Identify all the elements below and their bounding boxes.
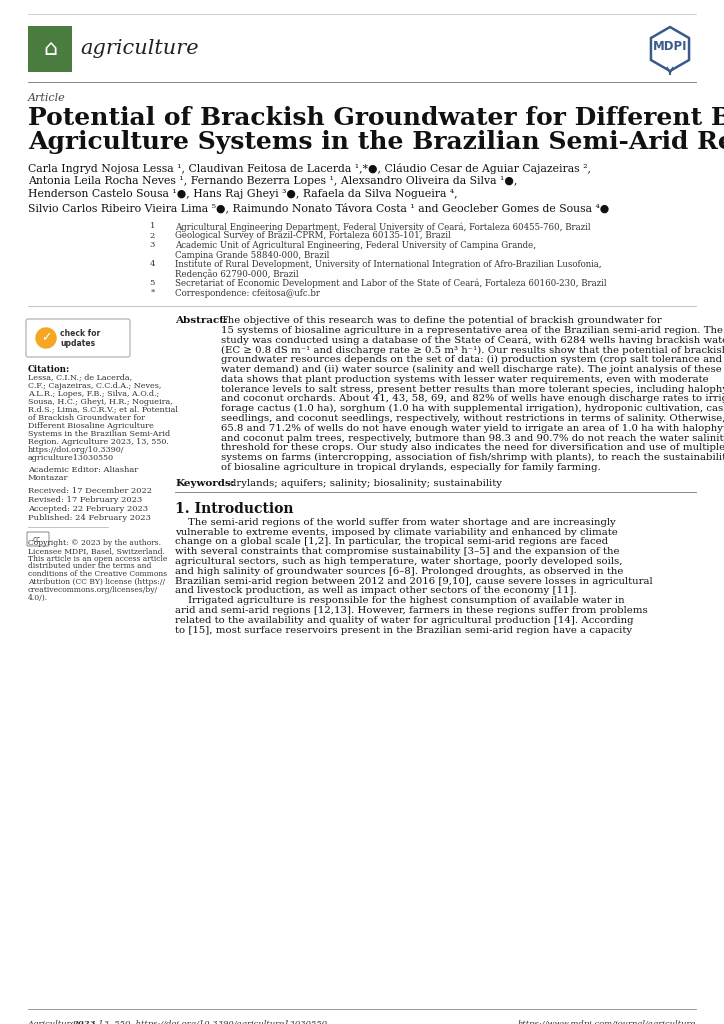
Text: updates: updates [60, 339, 95, 347]
Text: Agriculture: Agriculture [28, 1020, 79, 1024]
Text: Irrigated agriculture is responsible for the highest consumption of available wa: Irrigated agriculture is responsible for… [175, 596, 625, 605]
Text: 3: 3 [150, 241, 155, 249]
Text: Correspondence: cfeitosa@ufc.br: Correspondence: cfeitosa@ufc.br [175, 289, 320, 298]
Text: and coconut orchards. About 41, 43, 58, 69, and 82% of wells have enough dischar: and coconut orchards. About 41, 43, 58, … [221, 394, 724, 403]
Text: study was conducted using a database of the State of Ceará, with 6284 wells havi: study was conducted using a database of … [221, 336, 724, 345]
Text: (EC ≥ 0.8 dS m⁻¹ and discharge rate ≥ 0.5 m³ h⁻¹). Our results show that the pot: (EC ≥ 0.8 dS m⁻¹ and discharge rate ≥ 0.… [221, 345, 724, 354]
Text: agriculture13030550: agriculture13030550 [28, 454, 114, 462]
Text: check for: check for [60, 330, 100, 339]
Text: groundwater resources depends on the set of data: (i) production system (crop sa: groundwater resources depends on the set… [221, 355, 722, 365]
Text: forage cactus (1.0 ha), sorghum (1.0 ha with supplemental irrigation), hydroponi: forage cactus (1.0 ha), sorghum (1.0 ha … [221, 404, 724, 414]
Text: vulnerable to extreme events, imposed by climate variability and enhanced by cli: vulnerable to extreme events, imposed by… [175, 527, 618, 537]
Text: Accepted: 22 February 2023: Accepted: 22 February 2023 [28, 505, 148, 513]
Text: Citation:: Citation: [28, 365, 70, 374]
FancyBboxPatch shape [28, 26, 72, 72]
Text: Copyright: © 2023 by the authors.: Copyright: © 2023 by the authors. [28, 539, 161, 547]
Text: 1. Introduction: 1. Introduction [175, 502, 293, 516]
Text: creativecommons.org/licenses/by/: creativecommons.org/licenses/by/ [28, 586, 158, 594]
Text: Different Biosaline Agriculture: Different Biosaline Agriculture [28, 422, 154, 430]
Text: arid and semi-arid regions [12,13]. However, farmers in these regions suffer fro: arid and semi-arid regions [12,13]. Howe… [175, 606, 648, 615]
Text: Montazar: Montazar [28, 474, 69, 482]
Text: 65.8 and 71.2% of wells do not have enough water yield to irrigate an area of 1.: 65.8 and 71.2% of wells do not have enou… [221, 424, 724, 433]
Text: Antonia Leila Rocha Neves ¹, Fernando Bezerra Lopes ¹, Alexsandro Oliveira da Si: Antonia Leila Rocha Neves ¹, Fernando Be… [28, 176, 518, 186]
Text: https://www.mdpi.com/journal/agriculture: https://www.mdpi.com/journal/agriculture [518, 1020, 696, 1024]
Text: of biosaline agriculture in tropical drylands, especially for family farming.: of biosaline agriculture in tropical dry… [221, 463, 601, 472]
Text: 4: 4 [149, 260, 155, 268]
Text: related to the availability and quality of water for agricultural production [14: related to the availability and quality … [175, 615, 634, 625]
Text: and livestock production, as well as impact other sectors of the economy [11].: and livestock production, as well as imp… [175, 587, 577, 595]
Text: with several constraints that compromise sustainability [3–5] and the expansion : with several constraints that compromise… [175, 547, 620, 556]
Text: 1: 1 [150, 222, 155, 230]
Text: Carla Ingryd Nojosa Lessa ¹, Claudivan Feitosa de Lacerda ¹,*●, Cláudio Cesar de: Carla Ingryd Nojosa Lessa ¹, Claudivan F… [28, 163, 591, 174]
Text: *: * [151, 289, 155, 297]
Text: Institute of Rural Development, University of International Integration of Afro-: Institute of Rural Development, Universi… [175, 260, 602, 269]
Text: 2023: 2023 [72, 1020, 96, 1024]
Text: MDPI: MDPI [653, 40, 687, 52]
Text: Henderson Castelo Sousa ¹●, Hans Raj Gheyi ³●, Rafaela da Silva Nogueira ⁴,: Henderson Castelo Sousa ¹●, Hans Raj Ghe… [28, 189, 458, 199]
Text: and coconut palm trees, respectively, butmore than 98.3 and 90.7% do not reach t: and coconut palm trees, respectively, bu… [221, 433, 724, 442]
Text: tolerance levels to salt stress, present better results than more tolerant speci: tolerance levels to salt stress, present… [221, 385, 724, 393]
Text: water demand) and (ii) water source (salinity and well discharge rate). The join: water demand) and (ii) water source (sal… [221, 365, 722, 374]
Text: systems on farms (intercropping, association of fish/shrimp with plants), to rea: systems on farms (intercropping, associa… [221, 454, 724, 462]
Text: 5: 5 [150, 279, 155, 287]
Text: Lessa, C.I.N.; de Lacerda,: Lessa, C.I.N.; de Lacerda, [28, 374, 132, 382]
Text: Potential of Brackish Groundwater for Different Biosaline: Potential of Brackish Groundwater for Di… [28, 106, 724, 130]
Text: agricultural sectors, such as high temperature, water shortage, poorly developed: agricultural sectors, such as high tempe… [175, 557, 623, 566]
Text: Article: Article [28, 93, 66, 103]
Text: change on a global scale [1,2]. In particular, the tropical semi-arid regions ar: change on a global scale [1,2]. In parti… [175, 538, 608, 547]
Text: Agriculture Systems in the Brazilian Semi-Arid Region: Agriculture Systems in the Brazilian Sem… [28, 130, 724, 154]
Text: Received: 17 December 2022: Received: 17 December 2022 [28, 487, 152, 495]
Text: A.L.R.; Lopes, F.B.; Silva, A.O.d.;: A.L.R.; Lopes, F.B.; Silva, A.O.d.; [28, 390, 159, 398]
Text: conditions of the Creative Commons: conditions of the Creative Commons [28, 570, 167, 579]
Text: cc: cc [33, 535, 41, 544]
Text: ⌂: ⌂ [43, 39, 57, 59]
Text: 15 systems of biosaline agriculture in a representative area of the Brazilian se: 15 systems of biosaline agriculture in a… [221, 326, 723, 335]
Text: 2: 2 [150, 231, 155, 240]
Text: The objective of this research was to define the potential of brackish groundwat: The objective of this research was to de… [221, 316, 662, 325]
Text: Region. Agriculture 2023, 13, 550.: Region. Agriculture 2023, 13, 550. [28, 438, 169, 446]
Text: C.F.; Cajazeiras, C.C.d.A.; Neves,: C.F.; Cajazeiras, C.C.d.A.; Neves, [28, 382, 161, 390]
Circle shape [36, 328, 56, 348]
Text: seedlings, and coconut seedlings, respectively, without restrictions in terms of: seedlings, and coconut seedlings, respec… [221, 414, 724, 423]
Text: Geological Survey of Brazil-CPRM, Fortaleza 60135-101, Brazil: Geological Survey of Brazil-CPRM, Fortal… [175, 231, 451, 241]
Text: Licensee MDPI, Basel, Switzerland.: Licensee MDPI, Basel, Switzerland. [28, 547, 165, 555]
Text: Secretariat of Economic Development and Labor of the State of Ceará, Fortaleza 6: Secretariat of Economic Development and … [175, 279, 607, 289]
Text: https://doi.org/10.3390/: https://doi.org/10.3390/ [28, 446, 125, 454]
Text: and high salinity of groundwater sources [6–8]. Prolonged droughts, as observed : and high salinity of groundwater sources… [175, 567, 623, 575]
Text: Keywords:: Keywords: [175, 479, 235, 487]
Text: , 13, 550. https://doi.org/10.3390/agriculture13030550: , 13, 550. https://doi.org/10.3390/agric… [93, 1020, 327, 1024]
Text: Sousa, H.C.; Gheyi, H.R.; Nogueira,: Sousa, H.C.; Gheyi, H.R.; Nogueira, [28, 398, 173, 406]
Text: agriculture: agriculture [80, 40, 198, 58]
Text: ✓: ✓ [41, 332, 51, 344]
Text: Systems in the Brazilian Semi-Arid: Systems in the Brazilian Semi-Arid [28, 430, 170, 438]
Text: threshold for these crops. Our study also indicates the need for diversification: threshold for these crops. Our study als… [221, 443, 724, 453]
Text: 4.0/).: 4.0/). [28, 594, 48, 601]
Text: Academic Editor: Aliashar: Academic Editor: Aliashar [28, 466, 138, 474]
Text: R.d.S.; Lima, S.C.R.V.; et al. Potential: R.d.S.; Lima, S.C.R.V.; et al. Potential [28, 406, 178, 414]
Text: Attribution (CC BY) license (https://: Attribution (CC BY) license (https:// [28, 578, 165, 586]
Text: Published: 24 February 2023: Published: 24 February 2023 [28, 514, 151, 522]
FancyBboxPatch shape [27, 532, 49, 546]
Text: Abstract:: Abstract: [175, 316, 228, 325]
Text: This article is an open access article: This article is an open access article [28, 555, 167, 562]
Text: Silvio Carlos Ribeiro Vieira Lima ⁵●, Raimundo Nonato Távora Costa ¹ and Geocleb: Silvio Carlos Ribeiro Vieira Lima ⁵●, Ra… [28, 202, 610, 213]
Text: Agricultural Engineering Department, Federal University of Ceará, Fortaleza 6045: Agricultural Engineering Department, Fed… [175, 222, 591, 231]
Text: Brazilian semi-arid region between 2012 and 2016 [9,10], cause severe losses in : Brazilian semi-arid region between 2012 … [175, 577, 652, 586]
Text: Redenção 62790-000, Brazil: Redenção 62790-000, Brazil [175, 269, 298, 280]
FancyBboxPatch shape [26, 319, 130, 357]
Text: The semi-arid regions of the world suffer from water shortage and are increasing: The semi-arid regions of the world suffe… [175, 518, 615, 526]
Text: of Brackish Groundwater for: of Brackish Groundwater for [28, 414, 145, 422]
Text: distributed under the terms and: distributed under the terms and [28, 562, 151, 570]
Text: to [15], most surface reservoirs present in the Brazilian semi-arid region have : to [15], most surface reservoirs present… [175, 626, 632, 635]
Text: Campina Grande 58840-000, Brazil: Campina Grande 58840-000, Brazil [175, 251, 329, 259]
Text: drylands; aquifers; salinity; biosalinity; sustainability: drylands; aquifers; salinity; biosalinit… [230, 479, 502, 487]
Text: Academic Unit of Agricultural Engineering, Federal University of Campina Grande,: Academic Unit of Agricultural Engineerin… [175, 241, 536, 250]
Text: data shows that plant production systems with lesser water requirements, even wi: data shows that plant production systems… [221, 375, 709, 384]
Text: Revised: 17 February 2023: Revised: 17 February 2023 [28, 496, 142, 504]
